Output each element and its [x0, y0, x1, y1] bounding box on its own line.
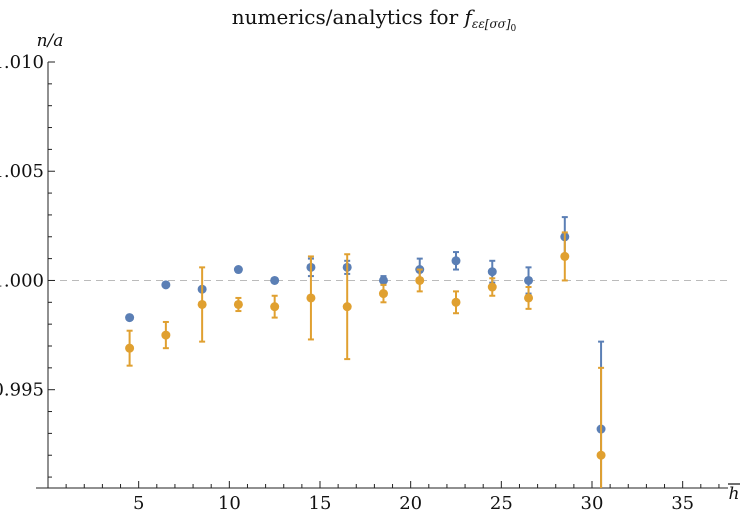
y-tick-label: 1.010 [0, 52, 44, 73]
x-tick-label: 20 [399, 493, 422, 514]
data-point [161, 330, 171, 340]
data-point [451, 297, 461, 307]
data-point [378, 289, 388, 299]
data-point [197, 299, 207, 309]
x-tick-label: 25 [490, 493, 513, 514]
series-2 [125, 231, 606, 488]
data-point [125, 313, 135, 323]
y-tick-label: 1.005 [0, 161, 44, 182]
x-tick-label: 35 [671, 493, 694, 514]
x-tick-label: 5 [133, 493, 144, 514]
svg-text:h: h [729, 484, 740, 504]
data-point [524, 293, 534, 303]
data-point [524, 275, 534, 285]
data-point [596, 450, 606, 460]
data-point [270, 302, 280, 312]
data-point [487, 267, 497, 277]
y-axis-label: n/a [37, 31, 64, 51]
data-point [415, 275, 425, 285]
data-point [487, 282, 497, 292]
x-axis-label: h [728, 483, 740, 504]
data-point [233, 299, 243, 309]
data-point [451, 256, 461, 266]
data-point [125, 343, 135, 353]
chart-title: numerics/analytics for fεε[σσ]0 [232, 5, 517, 34]
x-tick-label: 10 [218, 493, 241, 514]
data-point [306, 293, 316, 303]
series-1 [125, 216, 606, 488]
data-point [161, 280, 171, 290]
x-tick-label: 15 [309, 493, 332, 514]
data-point [233, 265, 243, 275]
data-point [378, 275, 388, 285]
data-point [560, 251, 570, 261]
y-tick-label: 0.995 [0, 380, 44, 401]
data-point [270, 275, 280, 285]
y-tick-label: 1.000 [0, 270, 44, 291]
x-tick-label: 30 [581, 493, 604, 514]
data-point [342, 302, 352, 312]
